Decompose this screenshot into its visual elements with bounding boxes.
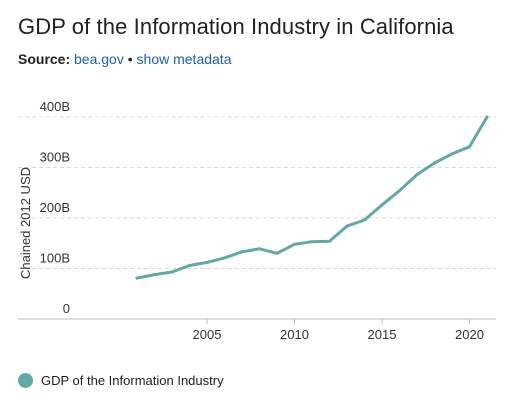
series-line [135, 115, 489, 280]
source-link[interactable]: bea.gov [74, 51, 124, 67]
data-point [205, 260, 209, 264]
x-tick-label: 2005 [193, 327, 222, 342]
data-point [415, 173, 419, 177]
chart-title: GDP of the Information Industry in Calif… [18, 14, 454, 39]
tick-labels: 0 100B 200B 300B 400B 2005 2010 2015 2020 Chained… [18, 99, 484, 342]
series-layer [135, 115, 489, 280]
data-point [275, 251, 279, 255]
data-point [485, 115, 489, 119]
data-point [363, 218, 366, 222]
y-tick-label: 400B [40, 99, 70, 114]
y-tick-label: 0 [63, 301, 70, 316]
data-point [293, 242, 296, 246]
data-point [223, 256, 226, 260]
y-axis-title: Chained 2012 USD [18, 167, 33, 279]
data-point [380, 203, 384, 207]
legend[interactable]: GDP of the Information Industry [18, 373, 224, 388]
data-point [135, 276, 139, 280]
source-separator: • [127, 51, 133, 67]
data-point [398, 189, 401, 193]
data-point [433, 161, 436, 165]
y-tick-label: 300B [40, 150, 70, 165]
show-metadata-link[interactable]: show metadata [136, 51, 232, 67]
x-tick-label: 2020 [455, 327, 484, 342]
x-tick-label: 2010 [280, 327, 309, 342]
data-point [258, 247, 261, 251]
data-point [345, 224, 349, 228]
data-point [240, 250, 244, 254]
data-point [328, 239, 331, 243]
source-line: Source: bea.gov • show metadata [18, 51, 231, 67]
axes [18, 318, 496, 324]
data-point [310, 240, 314, 244]
y-tick-label: 100B [40, 251, 70, 266]
data-point [468, 145, 471, 149]
source-label: Source: [18, 51, 71, 67]
legend-swatch [18, 373, 33, 388]
y-tick-label: 200B [40, 200, 70, 215]
data-point [170, 270, 174, 274]
data-point [153, 273, 156, 277]
x-tick-label: 2015 [368, 327, 397, 342]
data-point [450, 152, 454, 156]
legend-label: GDP of the Information Industry [41, 373, 224, 388]
grid-lines [18, 116, 496, 269]
data-point [188, 263, 191, 267]
